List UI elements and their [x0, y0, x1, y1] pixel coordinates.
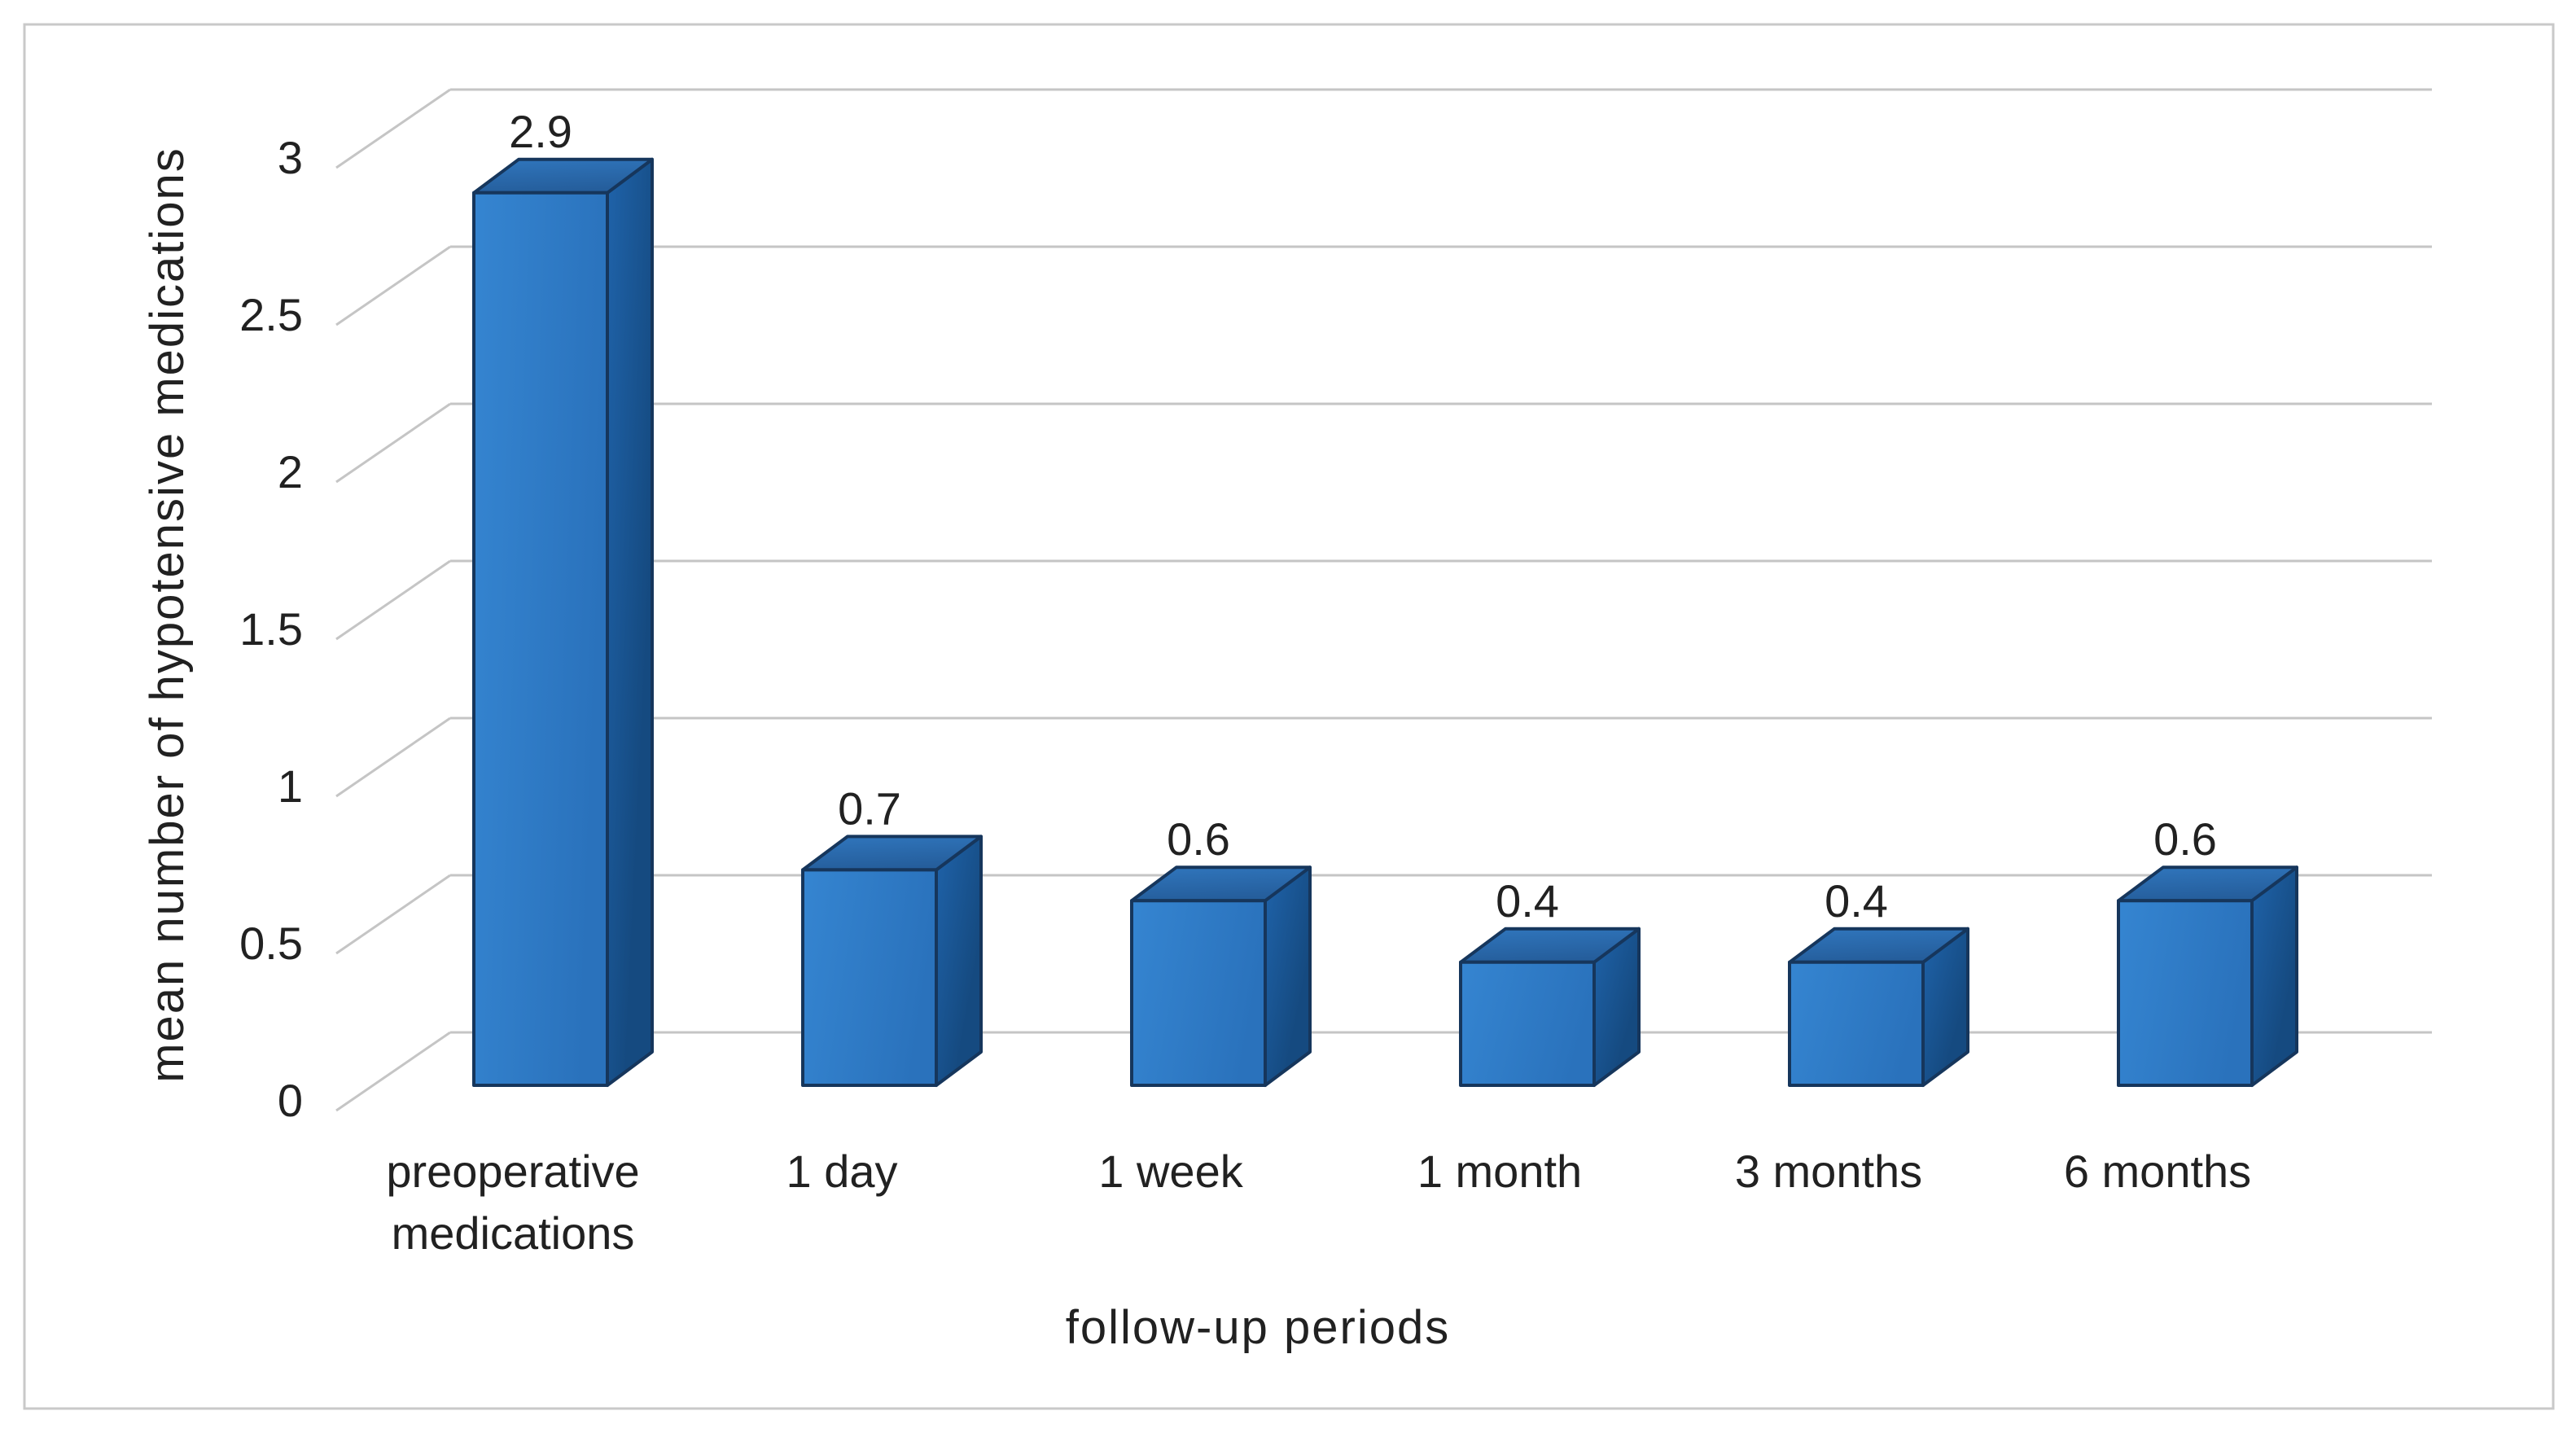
category-label-line: 6 months: [2064, 1146, 2251, 1197]
y-tick-depth-line: [335, 874, 451, 955]
bar: [1459, 927, 1641, 1088]
y-tick-label: 2: [278, 446, 303, 497]
category-label: 1 day: [786, 1146, 898, 1197]
y-tick-depth-line: [335, 245, 451, 326]
y-tick-depth-line: [335, 88, 451, 169]
gridlines: [335, 88, 2432, 1112]
category-label-line: medications: [392, 1207, 635, 1259]
bar: [1130, 865, 1312, 1087]
y-tick-depth-line: [335, 559, 451, 641]
bar-front-face: [1130, 899, 1267, 1087]
y-tick-label: 3: [278, 132, 303, 183]
y-tick-depth-line: [335, 716, 451, 798]
y-tick-label: 1.5: [239, 603, 303, 655]
bar-front-face: [801, 868, 938, 1088]
category-label-line: 3 months: [1735, 1146, 1922, 1197]
bar: [1788, 927, 1969, 1088]
data-label: 0.4: [1496, 875, 1559, 927]
y-tick-label: 0: [278, 1075, 303, 1126]
bar: [801, 835, 983, 1088]
bar-side-face: [1264, 865, 1312, 1087]
data-label: 0.7: [838, 782, 901, 834]
y-axis-tick-labels: 0 0.5 1 1.5 2 2.5 3: [239, 132, 303, 1126]
data-label: 0.6: [2153, 813, 2217, 865]
bar-front-face: [1788, 960, 1925, 1088]
y-tick-depth-line: [335, 1031, 451, 1112]
category-label: 3 months: [1735, 1146, 1922, 1197]
data-label: 0.6: [1167, 813, 1230, 865]
data-label: 2.9: [509, 106, 572, 157]
y-axis-title: mean number of hypotensive medications: [141, 147, 194, 1083]
bar-side-face: [606, 157, 654, 1087]
bar-front-face: [1459, 960, 1596, 1088]
bar: [2117, 865, 2298, 1087]
bar: [472, 157, 654, 1087]
bar-side-face: [2250, 865, 2298, 1087]
category-label-line: 1 month: [1417, 1146, 1582, 1197]
y-tick-label: 2.5: [239, 289, 303, 340]
figure-border: [23, 23, 2555, 1410]
category-label-line: 1 week: [1098, 1146, 1243, 1197]
bars: [472, 157, 2298, 1088]
y-tick-label: 1: [278, 760, 303, 812]
bar-side-face: [935, 835, 983, 1087]
category-label: 1 week: [1098, 1146, 1243, 1197]
bar-front-face: [472, 191, 609, 1087]
x-axis-title: follow-up periods: [1066, 1301, 1450, 1354]
y-tick-label: 0.5: [239, 918, 303, 969]
y-tick-depth-line: [335, 402, 451, 484]
category-label: preoperative medications: [386, 1146, 639, 1259]
bar-front-face: [2117, 899, 2254, 1087]
x-axis-category-labels: preoperative medications 1 day 1 week 1 mont…: [386, 1146, 2251, 1259]
category-label-line: preoperative: [386, 1146, 639, 1197]
category-label: 6 months: [2064, 1146, 2251, 1197]
data-label: 0.4: [1825, 875, 1888, 927]
category-label: 1 month: [1417, 1146, 1582, 1197]
category-label-line: 1 day: [786, 1146, 898, 1197]
data-labels: 2.9 0.7 0.6 0.4 0.4 0.6: [509, 106, 2217, 927]
